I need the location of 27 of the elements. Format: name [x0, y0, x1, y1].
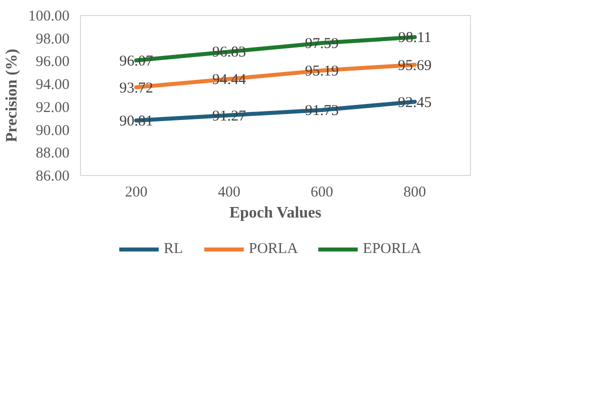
legend-label: RL — [164, 240, 184, 258]
y-tick-label: 86.00 — [36, 168, 70, 184]
y-tick-label: 98.00 — [36, 31, 70, 48]
legend-label: PORLA — [248, 240, 298, 258]
y-tick-label: 100.00 — [28, 8, 70, 24]
x-tick-label: 600 — [310, 184, 334, 200]
data-label: 92.45 — [398, 94, 432, 111]
data-label: 93.72 — [119, 80, 154, 96]
data-label: 96.07 — [119, 53, 154, 70]
data-label: 96.83 — [212, 44, 246, 61]
y-axis-title: Precision (%) — [3, 48, 20, 142]
data-label: 90.81 — [119, 114, 154, 130]
legend-label: EPORLA — [362, 240, 422, 258]
data-label: 98.11 — [398, 30, 432, 46]
x-tick-label: 400 — [218, 184, 240, 200]
data-label: 97.59 — [305, 36, 339, 52]
data-label: 91.27 — [212, 108, 246, 124]
x-tick-label: 200 — [124, 184, 148, 200]
y-tick-label: 92.00 — [36, 100, 70, 116]
data-label: 95.69 — [398, 58, 432, 74]
y-tick-label: 94.00 — [36, 77, 70, 94]
y-tick-label: 96.00 — [36, 54, 70, 70]
x-tick-label: 800 — [404, 184, 426, 200]
data-label: 91.73 — [305, 103, 339, 120]
y-tick-label: 88.00 — [36, 146, 70, 162]
y-tick-label: 90.00 — [36, 122, 70, 139]
x-axis-title: Epoch Values — [229, 204, 322, 222]
